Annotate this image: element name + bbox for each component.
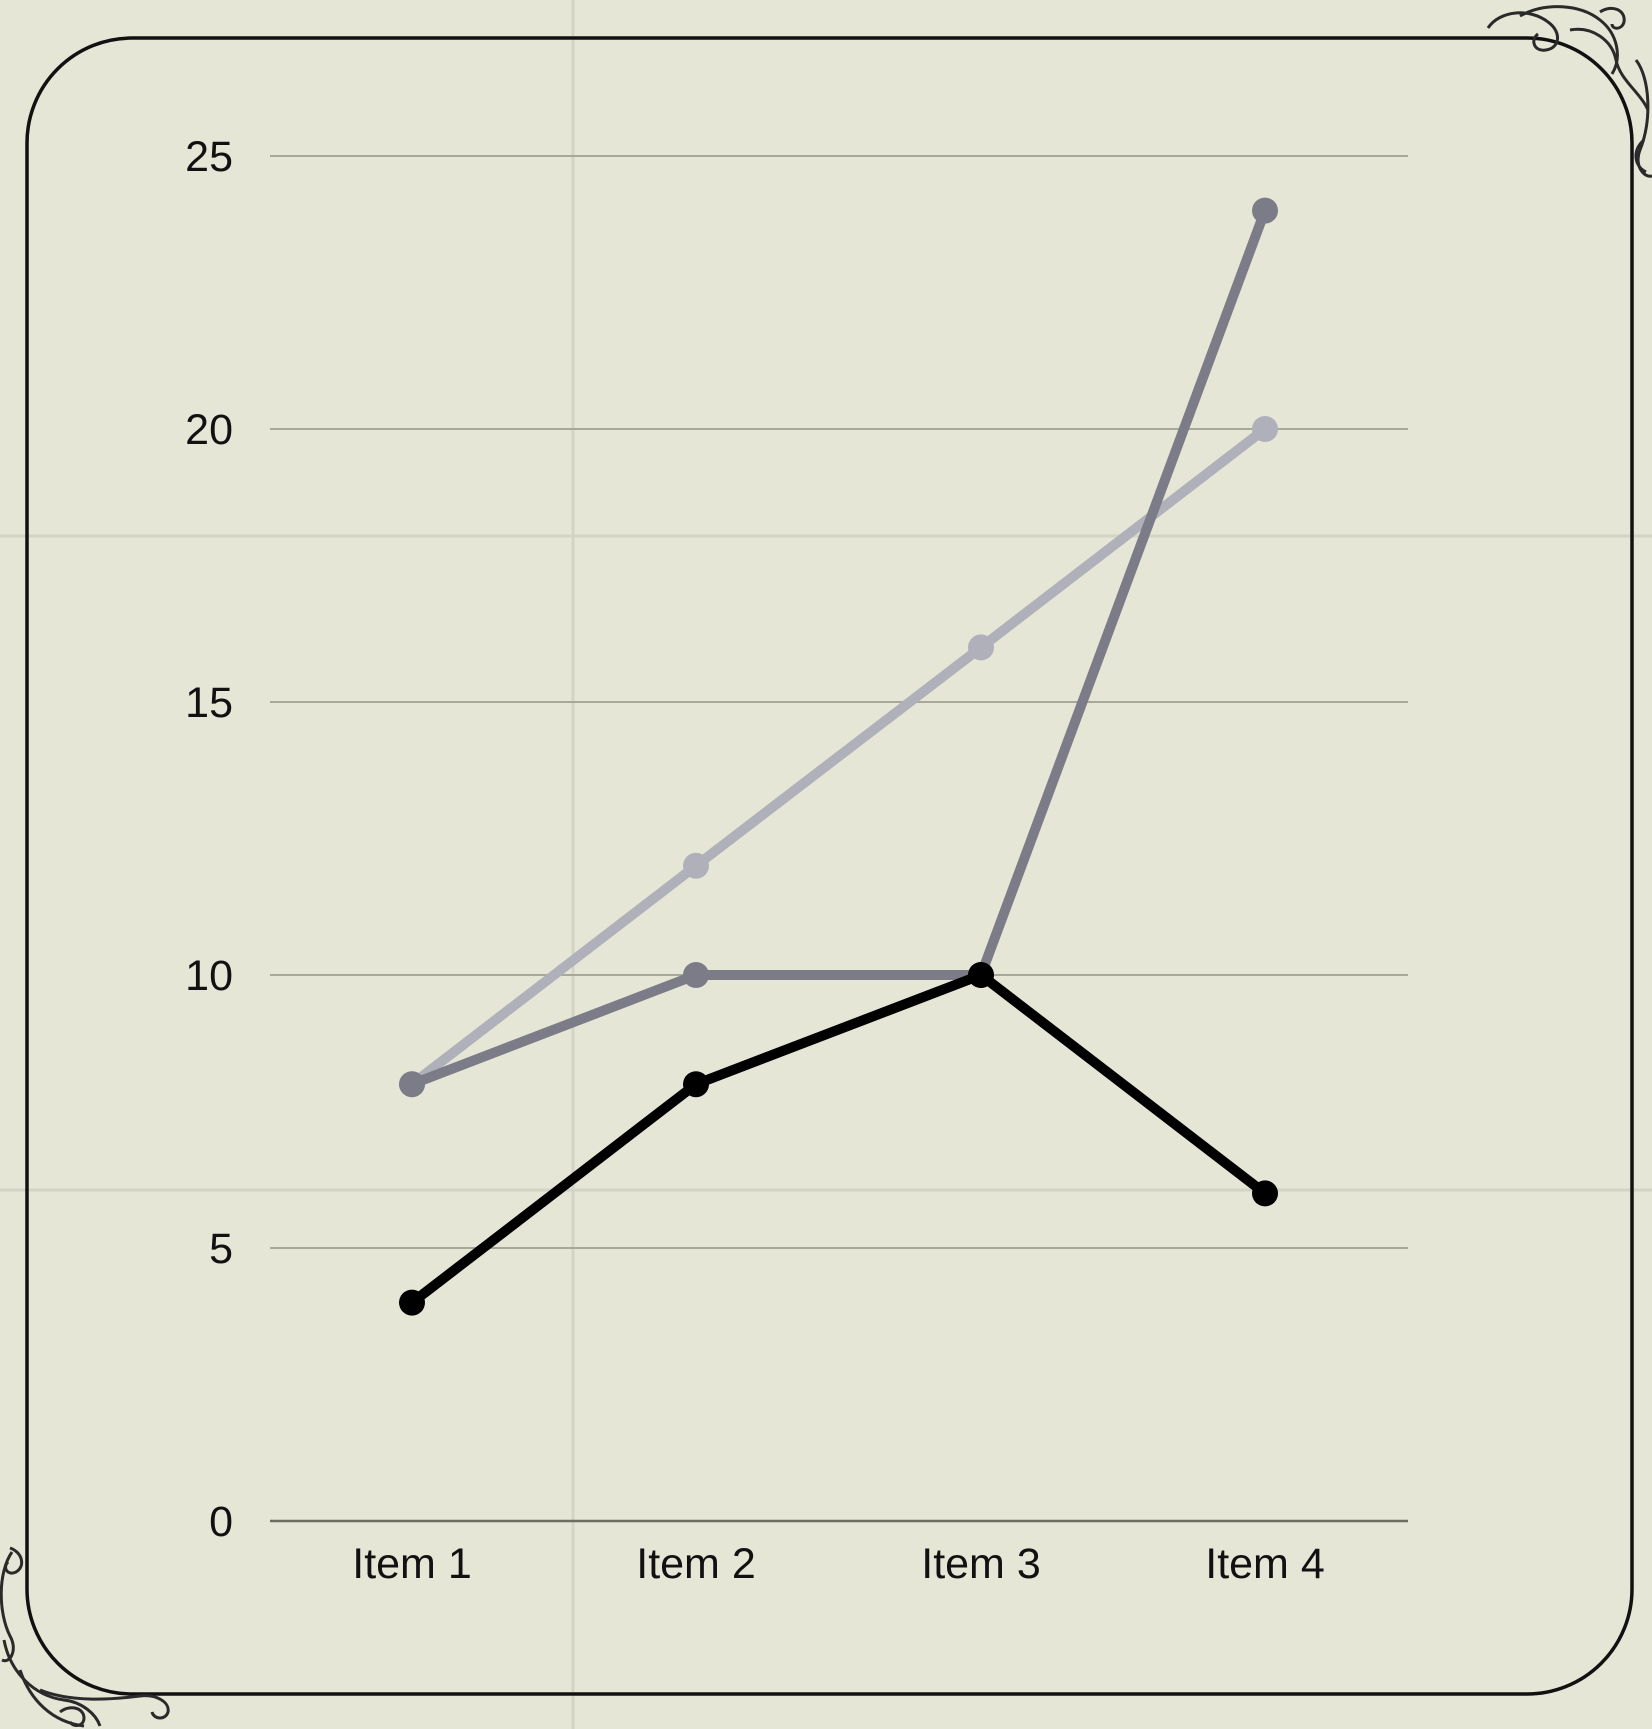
data-point <box>399 1071 425 1098</box>
y-tick-label: 10 <box>185 952 233 1000</box>
data-point <box>683 852 709 879</box>
series-group <box>399 197 1278 1316</box>
x-tick-labels: Item 1 Item 2 Item 3 Item 4 <box>352 1540 1325 1588</box>
x-tick-label: Item 2 <box>636 1540 756 1588</box>
y-tick-label: 25 <box>185 133 233 181</box>
x-tick-label: Item 3 <box>921 1540 1041 1588</box>
bottom-left-ornament <box>0 1546 170 1728</box>
series-2 <box>399 197 1278 1098</box>
series-line <box>407 424 1270 1090</box>
x-tick-label: Item 1 <box>352 1540 472 1588</box>
x-tick-label: Item 4 <box>1205 1540 1325 1588</box>
data-point <box>683 962 709 988</box>
series-3 <box>399 962 1278 1316</box>
y-tick-label: 0 <box>209 1498 233 1546</box>
data-point <box>683 1071 709 1098</box>
data-point <box>399 1289 425 1316</box>
y-gridlines <box>270 155 1408 1523</box>
y-tick-label: 5 <box>209 1225 233 1273</box>
data-point <box>1252 416 1278 442</box>
y-tick-labels: 0 5 10 15 20 25 <box>185 133 233 1546</box>
y-tick-label: 20 <box>185 406 233 454</box>
data-point <box>968 634 994 661</box>
top-right-ornament <box>1486 5 1652 178</box>
y-tick-label: 15 <box>185 679 233 727</box>
data-point <box>1252 1180 1278 1207</box>
data-point <box>1252 197 1278 224</box>
chart-panel-frame <box>25 36 1634 1696</box>
series-line <box>407 970 1270 1308</box>
series-line <box>407 205 1270 1090</box>
data-point <box>968 962 994 988</box>
